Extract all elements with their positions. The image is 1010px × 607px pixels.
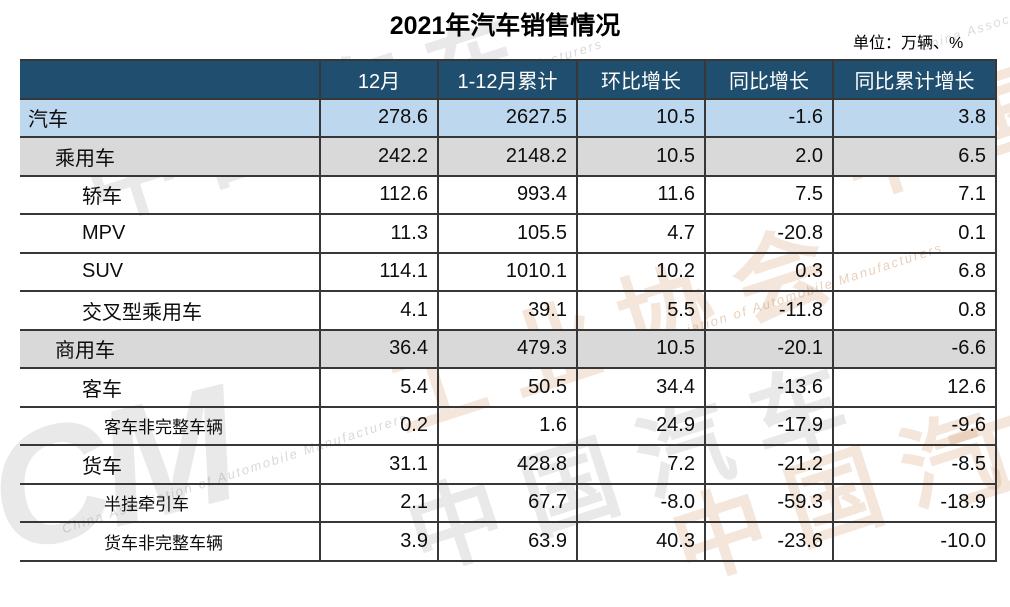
column-header: 12月 xyxy=(319,59,439,100)
value-cell: 39.1 xyxy=(437,290,578,331)
value-cell: 6.5 xyxy=(832,136,997,177)
value-cell: 1010.1 xyxy=(437,251,578,292)
row-label: MPV xyxy=(20,213,321,254)
value-cell: -1.6 xyxy=(704,97,834,138)
value-cell: 12.6 xyxy=(832,367,997,408)
table-row: 乘用车 242.2 2148.2 10.5 2.0 6.5 xyxy=(20,136,997,177)
value-cell: 36.4 xyxy=(319,328,439,369)
column-header: 1-12月累计 xyxy=(437,59,578,100)
value-cell: 112.6 xyxy=(319,174,439,215)
table-row: MPV 11.3 105.5 4.7 -20.8 0.1 xyxy=(20,213,997,254)
row-label: 汽车 xyxy=(20,97,321,138)
value-cell: 2627.5 xyxy=(437,97,578,138)
value-cell: 0.8 xyxy=(832,290,997,331)
value-cell: -21.2 xyxy=(704,444,834,485)
value-cell: 4.7 xyxy=(576,213,706,254)
table-row: 客车非完整车辆 0.2 1.6 24.9 -17.9 -9.6 xyxy=(20,405,997,446)
row-label: SUV xyxy=(20,251,321,292)
value-cell: 0.1 xyxy=(832,213,997,254)
table-row: 交叉型乘用车 4.1 39.1 5.5 -11.8 0.8 xyxy=(20,290,997,331)
table-row: 货车 31.1 428.8 7.2 -21.2 -8.5 xyxy=(20,444,997,485)
value-cell: 50.5 xyxy=(437,367,578,408)
column-header: 同比增长 xyxy=(704,59,834,100)
value-cell: 3.8 xyxy=(832,97,997,138)
value-cell: 2148.2 xyxy=(437,136,578,177)
value-cell: 114.1 xyxy=(319,251,439,292)
value-cell: 11.3 xyxy=(319,213,439,254)
value-cell: -6.6 xyxy=(832,328,997,369)
sales-table: 12月 1-12月累计 环比增长 同比增长 同比累计增长 汽车 278.6 2627.5 10… xyxy=(20,59,997,562)
value-cell: -9.6 xyxy=(832,405,997,446)
row-label: 客车非完整车辆 xyxy=(20,405,321,446)
value-cell: -11.8 xyxy=(704,290,834,331)
value-cell: 1.6 xyxy=(437,405,578,446)
value-cell: -17.9 xyxy=(704,405,834,446)
value-cell: 3.9 xyxy=(319,521,439,562)
table-row: 汽车 278.6 2627.5 10.5 -1.6 3.8 xyxy=(20,97,997,138)
value-cell: 0.3 xyxy=(704,251,834,292)
unit-note: 单位：万辆、% xyxy=(853,35,964,52)
value-cell: 10.5 xyxy=(576,328,706,369)
value-cell: 10.5 xyxy=(576,97,706,138)
table-row: 客车 5.4 50.5 34.4 -13.6 12.6 xyxy=(20,367,997,408)
value-cell: 67.7 xyxy=(437,482,578,523)
value-cell: 24.9 xyxy=(576,405,706,446)
value-cell: -20.8 xyxy=(704,213,834,254)
table-row: 半挂牵引车 2.1 67.7 -8.0 -59.3 -18.9 xyxy=(20,482,997,523)
value-cell: -10.0 xyxy=(832,521,997,562)
row-label: 半挂牵引车 xyxy=(20,482,321,523)
value-cell: 278.6 xyxy=(319,97,439,138)
column-header-empty xyxy=(20,59,321,100)
value-cell: 10.2 xyxy=(576,251,706,292)
table-row: 商用车 36.4 479.3 10.5 -20.1 -6.6 xyxy=(20,328,997,369)
value-cell: 31.1 xyxy=(319,444,439,485)
value-cell: 7.1 xyxy=(832,174,997,215)
value-cell: 7.5 xyxy=(704,174,834,215)
value-cell: 63.9 xyxy=(437,521,578,562)
row-label: 商用车 xyxy=(20,328,321,369)
column-header: 环比增长 xyxy=(576,59,706,100)
value-cell: -20.1 xyxy=(704,328,834,369)
value-cell: 7.2 xyxy=(576,444,706,485)
value-cell: 34.4 xyxy=(576,367,706,408)
value-cell: -23.6 xyxy=(704,521,834,562)
value-cell: 4.1 xyxy=(319,290,439,331)
value-cell: -13.6 xyxy=(704,367,834,408)
row-label: 货车非完整车辆 xyxy=(20,521,321,562)
value-cell: -18.9 xyxy=(832,482,997,523)
row-label: 货车 xyxy=(20,444,321,485)
value-cell: 242.2 xyxy=(319,136,439,177)
value-cell: -8.0 xyxy=(576,482,706,523)
table-row: 货车非完整车辆 3.9 63.9 40.3 -23.6 -10.0 xyxy=(20,521,997,562)
table-body: 汽车 278.6 2627.5 10.5 -1.6 3.8 乘用车 242.2 2148.2 10… xyxy=(20,97,997,562)
table-row: SUV 114.1 1010.1 10.2 0.3 6.8 xyxy=(20,251,997,292)
value-cell: 479.3 xyxy=(437,328,578,369)
value-cell: 993.4 xyxy=(437,174,578,215)
row-label: 轿车 xyxy=(20,174,321,215)
row-label: 乘用车 xyxy=(20,136,321,177)
header-row: 12月 1-12月累计 环比增长 同比增长 同比累计增长 xyxy=(20,59,997,100)
row-label: 客车 xyxy=(20,367,321,408)
value-cell: 0.2 xyxy=(319,405,439,446)
column-header: 同比累计增长 xyxy=(832,59,997,100)
table-row: 轿车 112.6 993.4 11.6 7.5 7.1 xyxy=(20,174,997,215)
value-cell: -59.3 xyxy=(704,482,834,523)
report-title: 2021年汽车销售情况 xyxy=(389,12,621,40)
value-cell: 6.8 xyxy=(832,251,997,292)
value-cell: 10.5 xyxy=(576,136,706,177)
value-cell: 11.6 xyxy=(576,174,706,215)
value-cell: 5.4 xyxy=(319,367,439,408)
value-cell: 40.3 xyxy=(576,521,706,562)
row-label: 交叉型乘用车 xyxy=(20,290,321,331)
value-cell: -8.5 xyxy=(832,444,997,485)
value-cell: 2.1 xyxy=(319,482,439,523)
value-cell: 5.5 xyxy=(576,290,706,331)
value-cell: 2.0 xyxy=(704,136,834,177)
value-cell: 428.8 xyxy=(437,444,578,485)
value-cell: 105.5 xyxy=(437,213,578,254)
